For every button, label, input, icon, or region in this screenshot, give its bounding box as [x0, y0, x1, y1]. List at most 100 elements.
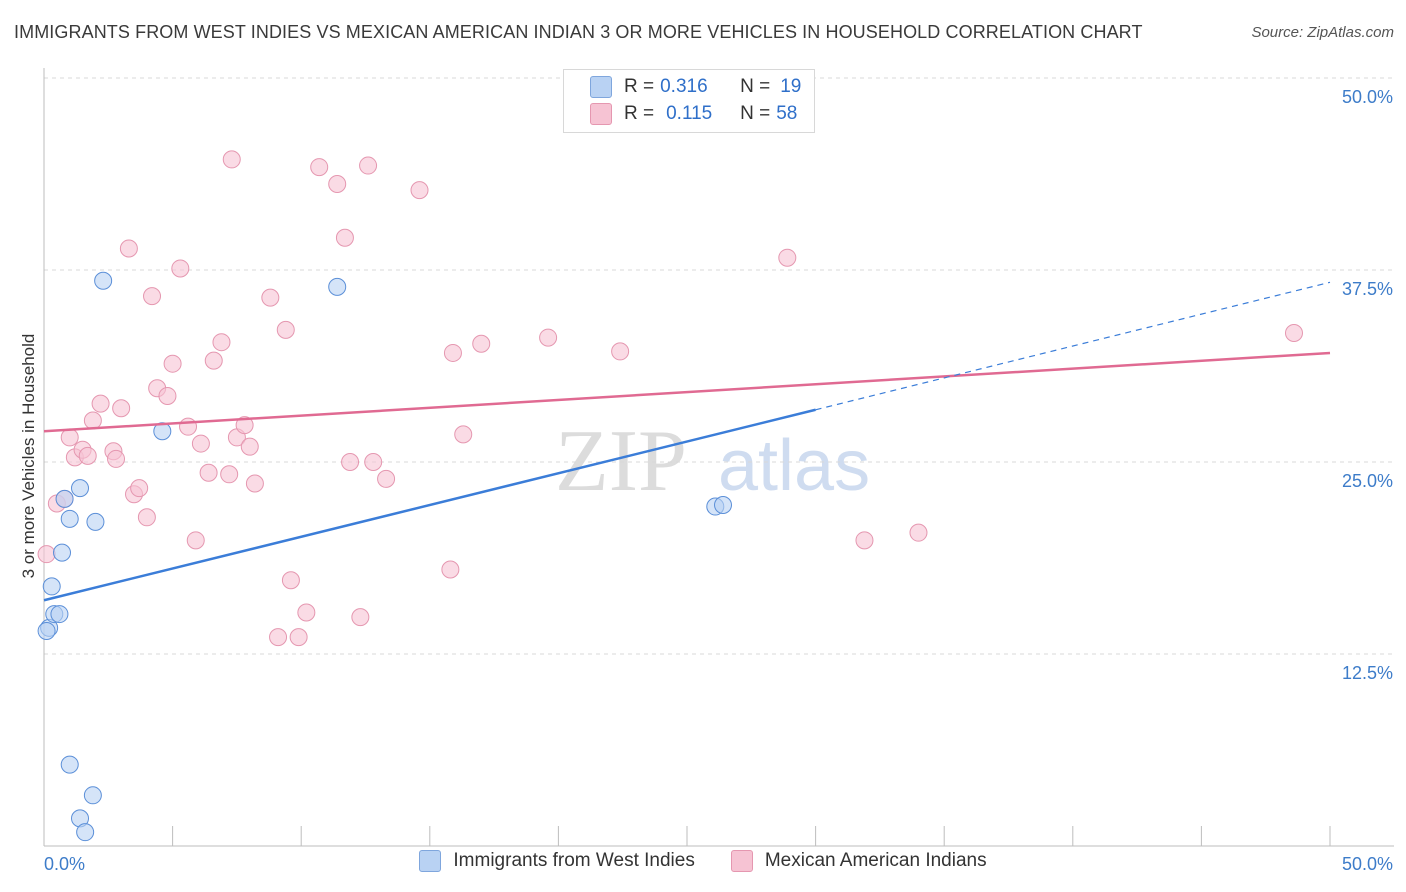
data-point: [83, 411, 102, 430]
r-label: R =: [624, 103, 655, 124]
data-point: [310, 158, 329, 177]
axes: [43, 68, 1394, 847]
data-point: [55, 489, 74, 508]
data-point: [60, 428, 79, 447]
data-point: [78, 446, 97, 465]
y-axis-label: 3 or more Vehicles in Household: [19, 334, 38, 579]
data-point: [351, 608, 370, 627]
data-point: [441, 560, 460, 579]
tick-labels: 12.5% 25.0% 37.5% 50.0% 0.0% 50.0%: [44, 87, 1393, 874]
data-point: [60, 755, 79, 774]
data-point: [199, 463, 218, 482]
data-point: [171, 259, 190, 278]
watermark-atlas: atlas: [718, 426, 870, 506]
blue-swatch: [590, 76, 612, 98]
data-point: [714, 496, 733, 515]
stats-row-blue: R = 0.316 N = 19: [590, 75, 801, 99]
pink-swatch: [590, 103, 612, 125]
trend-lines: [43, 281, 1331, 602]
data-point: [364, 453, 383, 471]
y-tick-label: 25.0%: [1342, 471, 1393, 491]
data-point: [163, 354, 182, 373]
data-point: [410, 181, 429, 200]
data-point: [359, 156, 378, 175]
trend-line-west-indies: [43, 408, 816, 602]
data-point: [443, 343, 462, 362]
data-point: [60, 509, 79, 528]
legend-swatch-pink: [730, 850, 753, 872]
x-tick-label-max: 50.0%: [1342, 854, 1393, 874]
data-point: [328, 277, 347, 296]
data-point: [86, 512, 105, 531]
data-point: [42, 577, 61, 596]
series-mexican-american-indians: [37, 150, 1303, 647]
data-point: [539, 328, 558, 347]
data-point: [83, 786, 102, 805]
data-point: [204, 351, 223, 370]
r-value: 0.115: [666, 103, 713, 124]
data-point: [212, 333, 231, 352]
y-tick-label: 50.0%: [1342, 87, 1393, 107]
data-point: [297, 603, 316, 622]
data-point: [335, 228, 354, 247]
data-point: [130, 479, 149, 498]
data-point: [71, 479, 90, 498]
data-point: [276, 320, 295, 339]
stats-legend: R = 0.316 N = 19 R = 0.115 N = 58: [563, 69, 815, 133]
chart-title: IMMIGRANTS FROM WEST INDIES VS MEXICAN A…: [14, 22, 1143, 42]
data-point: [76, 823, 95, 842]
trend-line-mexican-american-indians: [43, 351, 1331, 433]
legend-item-mexican-american-indians: Mexican American Indians: [730, 850, 987, 872]
data-point: [855, 531, 874, 550]
legend-label-west-indies: Immigrants from West Indies: [453, 850, 695, 871]
data-point: [245, 474, 264, 493]
data-point: [119, 239, 138, 258]
series-immigrants-west-indies: [37, 271, 733, 842]
data-point: [341, 453, 360, 471]
source-credit: Source: ZipAtlas.com: [1251, 24, 1394, 41]
data-point: [328, 174, 347, 193]
data-point: [37, 545, 56, 564]
data-point: [137, 508, 156, 527]
trend-line-west-indies-extension: [815, 281, 1331, 411]
x-tick-label-min: 0.0%: [44, 854, 85, 874]
data-point: [91, 394, 110, 413]
gridlines: [44, 77, 1394, 655]
data-point: [261, 288, 280, 307]
data-point: [909, 523, 928, 542]
n-label: N =: [740, 103, 771, 124]
data-point: [235, 416, 254, 435]
n-value: 58: [776, 103, 798, 124]
stats-row-pink: R = 0.115 N = 58: [590, 102, 797, 126]
data-point: [269, 628, 288, 647]
data-point: [153, 422, 172, 441]
data-point: [220, 465, 239, 484]
data-point: [53, 543, 72, 562]
data-point: [377, 469, 396, 488]
r-value: 0.316: [660, 76, 708, 97]
data-point: [143, 287, 162, 306]
data-point: [454, 425, 473, 444]
data-point: [158, 386, 177, 405]
data-point: [289, 628, 308, 647]
data-point: [191, 434, 210, 453]
y-tick-label: 12.5%: [1342, 663, 1393, 683]
bottom-legend: Immigrants from West Indies Mexican Amer…: [0, 850, 1406, 872]
n-label: N =: [740, 76, 771, 97]
legend-item-west-indies: Immigrants from West Indies: [419, 850, 695, 872]
legend-swatch-blue: [419, 850, 442, 872]
data-point: [472, 334, 491, 353]
data-point: [186, 531, 205, 550]
data-point: [240, 437, 259, 456]
n-value: 19: [780, 76, 802, 97]
data-point: [112, 399, 131, 418]
data-point: [50, 605, 69, 624]
data-point: [179, 417, 198, 436]
data-point: [107, 449, 126, 468]
y-tick-label: 37.5%: [1342, 279, 1393, 299]
data-point: [222, 150, 241, 169]
data-point: [37, 621, 56, 640]
r-label: R =: [624, 76, 655, 97]
data-point: [94, 271, 113, 290]
